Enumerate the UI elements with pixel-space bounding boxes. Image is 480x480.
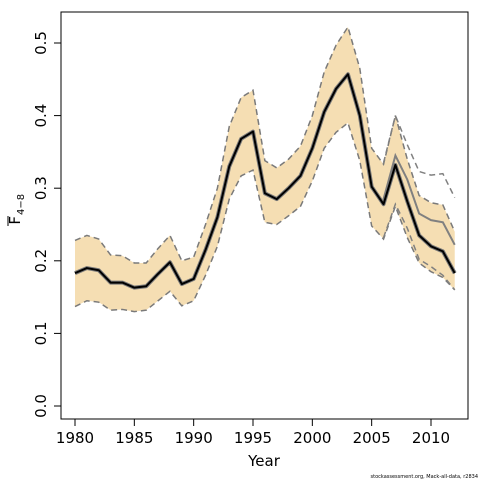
x-axis-title: Year <box>247 452 281 470</box>
footer-note: stockassessment.org, Mack-all-data, r283… <box>371 474 478 480</box>
y-tick-label-0.4: 0.4 <box>32 104 50 128</box>
previous-estimate-line <box>382 152 456 246</box>
y-axis-title: F 4−8 <box>6 194 27 226</box>
x-tick-label-1980: 1980 <box>56 429 94 447</box>
confidence-band <box>75 27 455 312</box>
previous-upper-line <box>382 113 456 198</box>
x-tick-label-1990: 1990 <box>175 429 213 447</box>
y-tick-label-0.2: 0.2 <box>32 249 50 273</box>
axes-layer: 1980 1985 1990 1995 2000 2005 2010 0.0 0.1 0.2 0.3… <box>32 31 450 447</box>
previous-lower-line <box>382 202 456 291</box>
y-tick-label-0.1: 0.1 <box>32 321 50 345</box>
x-tick-label-2000: 2000 <box>293 429 331 447</box>
y-tick-label-0.5: 0.5 <box>32 31 50 55</box>
x-tick-label-2005: 2005 <box>353 429 391 447</box>
y-tick-label-0.3: 0.3 <box>32 176 50 200</box>
x-tick-label-2010: 2010 <box>412 429 450 447</box>
plot-layer <box>74 25 457 313</box>
x-tick-label-1985: 1985 <box>115 429 153 447</box>
estimate-line <box>74 73 456 289</box>
x-tick-label-1995: 1995 <box>234 429 272 447</box>
plot-border <box>60 11 469 420</box>
y-axis-title-subscript: 4−8 <box>16 194 27 215</box>
y-tick-label-0.0: 0.0 <box>32 394 50 418</box>
y-axis-title-main: F <box>6 216 24 225</box>
